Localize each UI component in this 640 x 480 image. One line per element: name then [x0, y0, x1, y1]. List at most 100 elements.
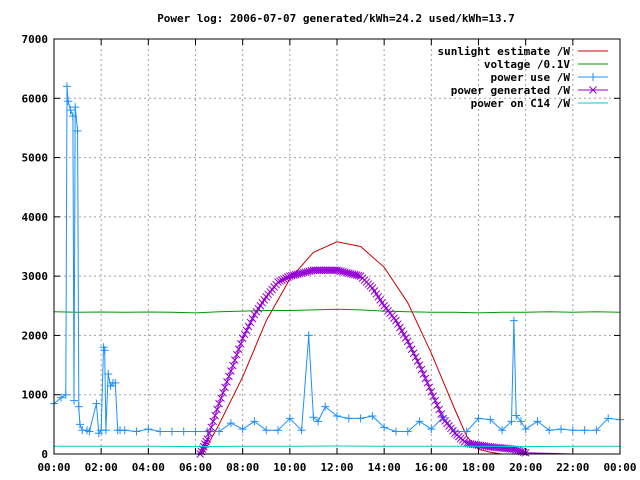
data-point-plus: [64, 97, 73, 106]
data-point-cross: [284, 273, 292, 281]
data-point-plus: [66, 106, 75, 115]
data-point-cross: [315, 266, 324, 275]
data-point-plus: [62, 82, 71, 91]
data-point-plus: [356, 414, 365, 423]
data-point-plus: [368, 412, 377, 421]
data-point-cross: [419, 370, 428, 378]
series-voltage-0-1v: [53, 308, 621, 314]
data-point-plus: [568, 426, 577, 435]
x-tick-label: 16:00: [415, 461, 448, 474]
data-point-plus: [304, 331, 313, 340]
data-point-cross: [423, 379, 432, 387]
data-point-cross: [213, 405, 221, 414]
x-tick-label: 02:00: [85, 461, 118, 474]
data-point-plus: [215, 427, 224, 436]
data-point-plus: [427, 425, 436, 434]
data-point-cross: [313, 266, 322, 275]
y-tick-label: 1000: [22, 389, 49, 402]
data-point-cross: [227, 367, 235, 375]
data-point-plus: [592, 426, 601, 435]
x-tick-label: 10:00: [273, 461, 306, 474]
data-point-cross: [394, 320, 402, 328]
data-point-plus: [61, 390, 70, 399]
data-point-plus: [580, 426, 589, 435]
x-tick-label: 00:00: [37, 461, 70, 474]
data-point-cross: [435, 405, 444, 414]
data-point-cross: [278, 276, 286, 284]
data-point-plus: [557, 425, 566, 434]
x-tick-label: 00:00: [603, 461, 636, 474]
data-point-cross: [311, 266, 320, 275]
data-point-plus: [73, 126, 82, 135]
data-point-cross: [282, 274, 290, 282]
data-point-plus: [309, 413, 318, 422]
data-point-cross: [207, 423, 216, 432]
legend-label: power generated /W: [451, 84, 571, 97]
data-point-cross: [276, 277, 284, 285]
data-point-cross: [396, 323, 404, 332]
data-point-plus: [70, 396, 79, 405]
data-point-plus: [191, 427, 200, 436]
x-tick-label: 14:00: [368, 461, 401, 474]
y-tick-label: 4000: [22, 211, 49, 224]
data-point-cross: [425, 383, 434, 392]
data-point-plus: [101, 426, 110, 435]
data-point-plus: [589, 73, 597, 81]
x-tick-label: 22:00: [556, 461, 589, 474]
data-point-cross: [319, 266, 328, 275]
data-point-cross: [236, 339, 245, 348]
tick-layer: 00:00 02:00 04:00 06:00 08:00 10:00 12:00 14:00…: [22, 33, 637, 474]
series-power-generated-w: [54, 266, 620, 458]
data-point-plus: [75, 420, 84, 429]
data-point-plus: [68, 112, 77, 121]
data-point-cross: [399, 330, 408, 339]
series-sunlight-estimate-w: [202, 241, 620, 455]
data-point-plus: [321, 402, 330, 411]
data-point-cross: [242, 326, 251, 335]
data-point-cross: [219, 388, 227, 397]
data-point-plus: [462, 427, 471, 436]
data-point-plus: [238, 425, 247, 434]
data-point-cross: [234, 345, 243, 354]
legend-label: power use /W: [491, 71, 571, 84]
data-point-cross: [398, 327, 406, 335]
data-point-plus: [92, 399, 101, 408]
data-point-cross: [321, 266, 330, 275]
data-point-cross: [248, 314, 257, 323]
x-tick-label: 08:00: [226, 461, 259, 474]
y-tick-label: 5000: [22, 152, 49, 165]
data-point-cross: [354, 271, 363, 280]
data-point-plus: [156, 427, 165, 436]
data-point-cross: [325, 266, 333, 275]
data-point-cross: [433, 401, 442, 409]
data-point-cross: [401, 334, 410, 342]
data-point-plus: [57, 393, 66, 402]
series-line: [202, 241, 620, 455]
series-layer: [50, 82, 624, 458]
data-point-plus: [274, 426, 283, 435]
data-point-plus: [167, 427, 176, 436]
data-point-cross: [329, 266, 337, 275]
data-point-plus: [297, 426, 306, 435]
data-point-cross: [413, 357, 422, 365]
data-point-cross: [244, 322, 253, 331]
data-point-cross: [589, 86, 597, 94]
data-point-cross: [317, 266, 326, 275]
data-point-plus: [486, 415, 495, 424]
data-point-plus: [604, 414, 613, 423]
legend-label: power on C14 /W: [471, 97, 571, 110]
series-line: [54, 445, 620, 448]
y-tick-label: 3000: [22, 270, 49, 283]
x-tick-label: 12:00: [320, 461, 353, 474]
data-point-cross: [228, 361, 237, 370]
data-point-plus: [226, 419, 235, 428]
series-line: [54, 269, 620, 455]
data-point-cross: [403, 337, 412, 346]
data-point-cross: [240, 330, 249, 339]
data-point-cross: [230, 356, 239, 364]
data-point-cross: [409, 349, 418, 358]
data-point-plus: [262, 426, 271, 435]
data-point-cross: [309, 266, 318, 275]
data-point-cross: [225, 372, 233, 381]
